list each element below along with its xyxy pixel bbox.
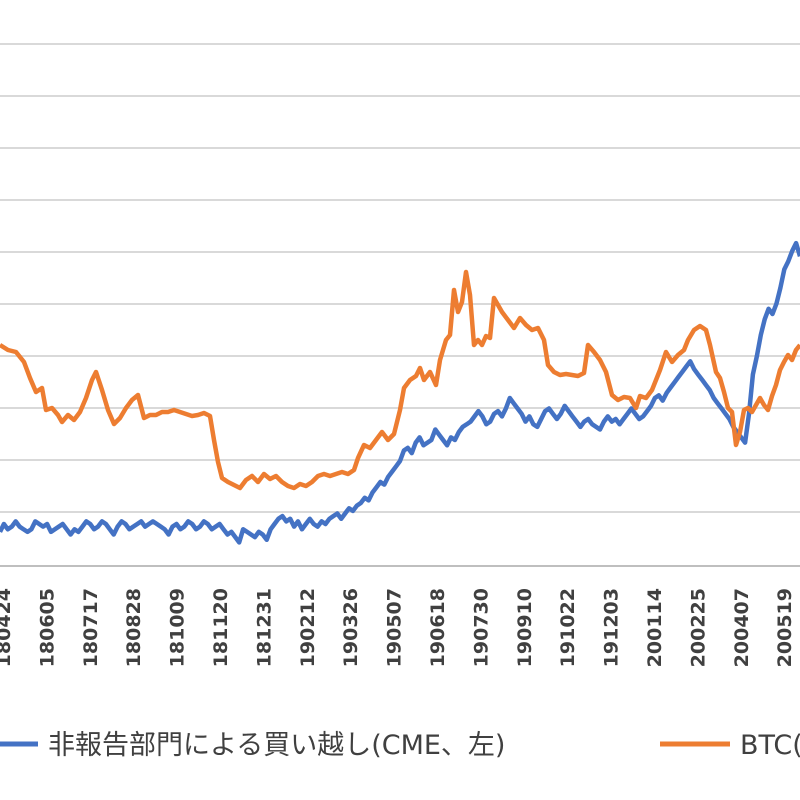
x-tick-label: 200407: [731, 588, 753, 667]
x-tick-label: 190326: [340, 588, 362, 667]
series-lines: [0, 240, 800, 545]
x-tick-label: 181120: [210, 588, 232, 667]
x-tick-label: 181009: [167, 588, 189, 667]
x-tick-label: 191022: [557, 588, 579, 667]
x-tick-label: 190618: [427, 588, 449, 667]
x-tick-label: 190910: [514, 588, 536, 667]
gridlines: [0, 43, 800, 567]
x-tick-label: 191203: [601, 588, 623, 667]
x-tick-label: 180424: [0, 588, 15, 667]
x-tick-label: 181231: [253, 588, 275, 667]
x-tick-label: 180605: [36, 588, 58, 667]
x-tick-label: 180717: [80, 588, 102, 667]
x-tick-labels: 180424 180605 180717 180828 181009 181120 1812…: [0, 588, 796, 667]
legend-label-series2: BTC(: [740, 730, 800, 761]
series-line-noncommercial-net-long: [0, 240, 800, 545]
x-tick-label: 190730: [470, 588, 492, 667]
series-line-btc: [0, 269, 800, 491]
x-tick-label: 200225: [687, 588, 709, 667]
x-tick-label: 200519: [774, 588, 796, 667]
x-tick-label: 190212: [297, 588, 319, 667]
legend: 非報告部門による買い越し(CME、左) BTC(: [0, 730, 800, 761]
x-tick-label: 200114: [644, 588, 666, 667]
legend-label-series1: 非報告部門による買い越し(CME、左): [48, 730, 505, 761]
x-tick-label: 190507: [384, 588, 406, 667]
x-tick-label: 180828: [123, 588, 145, 667]
